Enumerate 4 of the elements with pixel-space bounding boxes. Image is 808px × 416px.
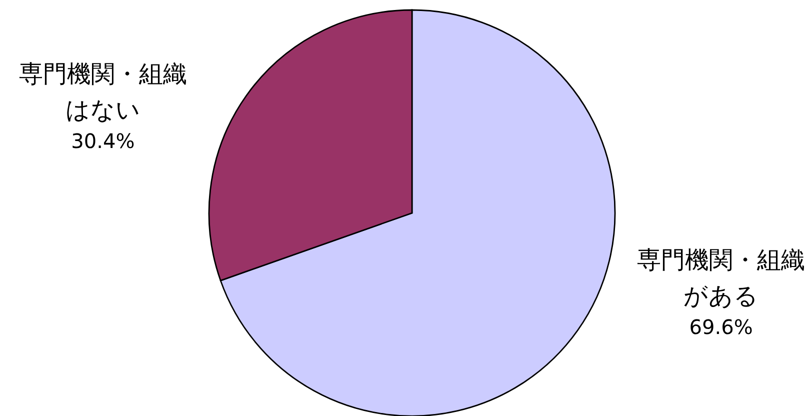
slice-label: 専門機関・組織がある: [637, 246, 806, 310]
slice-label: 専門機関・組織はない: [18, 60, 187, 124]
data-label: 30.4%: [71, 128, 135, 153]
data-label: 69.6%: [689, 315, 753, 340]
